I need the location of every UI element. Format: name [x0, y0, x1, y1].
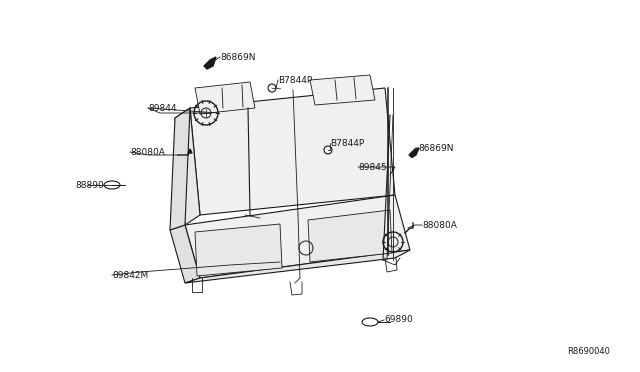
Polygon shape [409, 148, 419, 157]
Text: 89842M: 89842M [112, 270, 148, 279]
Polygon shape [310, 75, 375, 105]
Polygon shape [185, 195, 410, 278]
Polygon shape [190, 88, 395, 215]
Text: B7844P: B7844P [330, 138, 364, 148]
Polygon shape [195, 224, 282, 276]
Polygon shape [188, 149, 192, 153]
Text: 88890: 88890 [75, 180, 104, 189]
Text: 69890: 69890 [384, 315, 413, 324]
Text: B7844P: B7844P [278, 76, 312, 84]
Text: 86869N: 86869N [418, 144, 454, 153]
Text: 89844: 89844 [148, 103, 177, 112]
Text: 89845: 89845 [358, 163, 387, 171]
Polygon shape [308, 210, 392, 262]
Polygon shape [170, 225, 200, 283]
Polygon shape [170, 108, 190, 230]
Polygon shape [175, 108, 200, 225]
Polygon shape [185, 250, 410, 283]
Polygon shape [195, 82, 255, 114]
Text: R8690040: R8690040 [567, 347, 610, 356]
Text: 88080A: 88080A [130, 148, 165, 157]
Text: 88080A: 88080A [422, 221, 457, 230]
Text: 86869N: 86869N [220, 52, 255, 61]
Polygon shape [204, 57, 216, 69]
